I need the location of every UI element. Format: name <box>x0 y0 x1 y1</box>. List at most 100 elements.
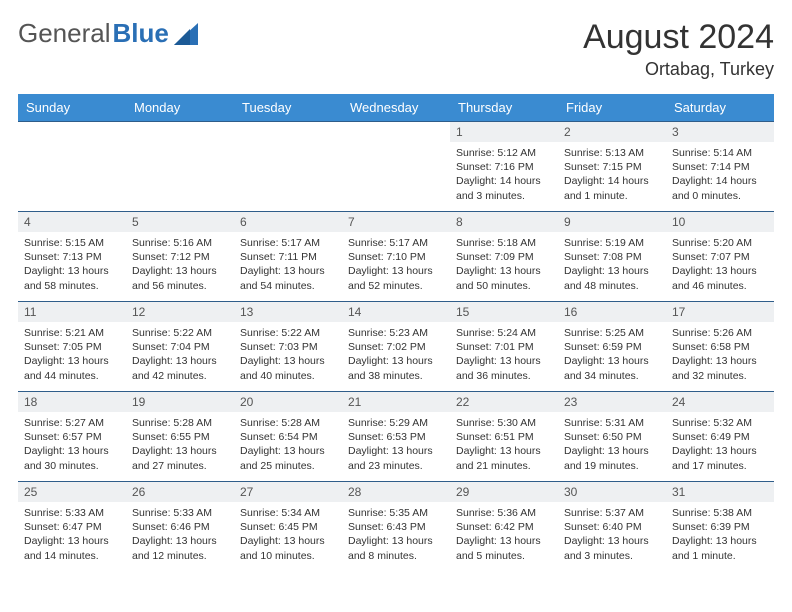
sunrise-text: Sunrise: 5:22 AM <box>240 326 336 340</box>
daylight-text: Daylight: 14 hours and 3 minutes. <box>456 174 552 202</box>
day-number: 30 <box>558 482 666 502</box>
sunrise-text: Sunrise: 5:19 AM <box>564 236 660 250</box>
day-info: Sunrise: 5:33 AMSunset: 6:47 PMDaylight:… <box>18 502 126 565</box>
sunset-text: Sunset: 6:55 PM <box>132 430 228 444</box>
daylight-text: Daylight: 13 hours and 12 minutes. <box>132 534 228 562</box>
day-number: 12 <box>126 302 234 322</box>
day-info: Sunrise: 5:29 AMSunset: 6:53 PMDaylight:… <box>342 412 450 475</box>
sunrise-text: Sunrise: 5:22 AM <box>132 326 228 340</box>
sunrise-text: Sunrise: 5:30 AM <box>456 416 552 430</box>
sunrise-text: Sunrise: 5:29 AM <box>348 416 444 430</box>
day-info: Sunrise: 5:27 AMSunset: 6:57 PMDaylight:… <box>18 412 126 475</box>
day-info: Sunrise: 5:34 AMSunset: 6:45 PMDaylight:… <box>234 502 342 565</box>
day-number: 31 <box>666 482 774 502</box>
day-number: 4 <box>18 212 126 232</box>
day-info: Sunrise: 5:14 AMSunset: 7:14 PMDaylight:… <box>666 142 774 205</box>
day-info: Sunrise: 5:17 AMSunset: 7:11 PMDaylight:… <box>234 232 342 295</box>
day-info: Sunrise: 5:37 AMSunset: 6:40 PMDaylight:… <box>558 502 666 565</box>
calendar-cell: 31 Sunrise: 5:38 AMSunset: 6:39 PMDayligh… <box>666 482 774 572</box>
sunset-text: Sunset: 7:05 PM <box>24 340 120 354</box>
sunset-text: Sunset: 7:01 PM <box>456 340 552 354</box>
day-info: Sunrise: 5:26 AMSunset: 6:58 PMDaylight:… <box>666 322 774 385</box>
day-info: Sunrise: 5:20 AMSunset: 7:07 PMDaylight:… <box>666 232 774 295</box>
day-number: 15 <box>450 302 558 322</box>
sunrise-text: Sunrise: 5:26 AM <box>672 326 768 340</box>
daylight-text: Daylight: 13 hours and 42 minutes. <box>132 354 228 382</box>
sunset-text: Sunset: 6:50 PM <box>564 430 660 444</box>
daylight-text: Daylight: 13 hours and 52 minutes. <box>348 264 444 292</box>
daylight-text: Daylight: 13 hours and 34 minutes. <box>564 354 660 382</box>
sunrise-text: Sunrise: 5:35 AM <box>348 506 444 520</box>
sunset-text: Sunset: 7:08 PM <box>564 250 660 264</box>
sunset-text: Sunset: 6:43 PM <box>348 520 444 534</box>
sunset-text: Sunset: 7:16 PM <box>456 160 552 174</box>
day-number: 24 <box>666 392 774 412</box>
day-info: Sunrise: 5:22 AMSunset: 7:03 PMDaylight:… <box>234 322 342 385</box>
sunset-text: Sunset: 7:13 PM <box>24 250 120 264</box>
sunrise-text: Sunrise: 5:38 AM <box>672 506 768 520</box>
daylight-text: Daylight: 13 hours and 56 minutes. <box>132 264 228 292</box>
sunset-text: Sunset: 6:40 PM <box>564 520 660 534</box>
sunset-text: Sunset: 6:47 PM <box>24 520 120 534</box>
day-number: 14 <box>342 302 450 322</box>
daylight-text: Daylight: 13 hours and 23 minutes. <box>348 444 444 472</box>
calendar-cell: 26Sunrise: 5:33 AMSunset: 6:46 PMDayligh… <box>126 482 234 572</box>
daylight-text: Daylight: 13 hours and 8 minutes. <box>348 534 444 562</box>
sunrise-text: Sunrise: 5:37 AM <box>564 506 660 520</box>
day-info: Sunrise: 5:13 AMSunset: 7:15 PMDaylight:… <box>558 142 666 205</box>
sunset-text: Sunset: 6:57 PM <box>24 430 120 444</box>
daylight-text: Daylight: 13 hours and 38 minutes. <box>348 354 444 382</box>
day-number: 27 <box>234 482 342 502</box>
calendar-week: 1Sunrise: 5:12 AMSunset: 7:16 PMDaylight… <box>18 122 774 212</box>
calendar-cell: 16Sunrise: 5:25 AMSunset: 6:59 PMDayligh… <box>558 302 666 392</box>
day-number: 18 <box>18 392 126 412</box>
day-info: Sunrise: 5:12 AMSunset: 7:16 PMDaylight:… <box>450 142 558 205</box>
calendar-week: 18Sunrise: 5:27 AMSunset: 6:57 PMDayligh… <box>18 392 774 482</box>
day-number: 13 <box>234 302 342 322</box>
dayname-thursday: Thursday <box>450 94 558 122</box>
calendar-week: 11Sunrise: 5:21 AMSunset: 7:05 PMDayligh… <box>18 302 774 392</box>
logo-sail-icon <box>174 23 198 45</box>
daylight-text: Daylight: 13 hours and 54 minutes. <box>240 264 336 292</box>
calendar-cell: 14Sunrise: 5:23 AMSunset: 7:02 PMDayligh… <box>342 302 450 392</box>
day-number: 6 <box>234 212 342 232</box>
sunset-text: Sunset: 6:45 PM <box>240 520 336 534</box>
dayname-tuesday: Tuesday <box>234 94 342 122</box>
calendar-body: 1Sunrise: 5:12 AMSunset: 7:16 PMDaylight… <box>18 122 774 572</box>
sunset-text: Sunset: 7:15 PM <box>564 160 660 174</box>
calendar-cell: 13Sunrise: 5:22 AMSunset: 7:03 PMDayligh… <box>234 302 342 392</box>
sunrise-text: Sunrise: 5:12 AM <box>456 146 552 160</box>
title-block: August 2024 Ortabag, Turkey <box>583 18 774 80</box>
day-info: Sunrise: 5:23 AMSunset: 7:02 PMDaylight:… <box>342 322 450 385</box>
calendar-cell <box>126 122 234 212</box>
page-header: GeneralBlue August 2024 Ortabag, Turkey <box>18 18 774 80</box>
sunrise-text: Sunrise: 5:20 AM <box>672 236 768 250</box>
calendar-table: SundayMondayTuesdayWednesdayThursdayFrid… <box>18 94 774 572</box>
calendar-cell: 2Sunrise: 5:13 AMSunset: 7:15 PMDaylight… <box>558 122 666 212</box>
sunrise-text: Sunrise: 5:13 AM <box>564 146 660 160</box>
daylight-text: Daylight: 13 hours and 5 minutes. <box>456 534 552 562</box>
logo-text-general: General <box>18 18 111 49</box>
daylight-text: Daylight: 13 hours and 1 minute. <box>672 534 768 562</box>
calendar-cell: 27Sunrise: 5:34 AMSunset: 6:45 PMDayligh… <box>234 482 342 572</box>
daylight-text: Daylight: 13 hours and 48 minutes. <box>564 264 660 292</box>
sunset-text: Sunset: 6:39 PM <box>672 520 768 534</box>
sunrise-text: Sunrise: 5:17 AM <box>348 236 444 250</box>
calendar-cell: 24Sunrise: 5:32 AMSunset: 6:49 PMDayligh… <box>666 392 774 482</box>
dayname-friday: Friday <box>558 94 666 122</box>
month-title: August 2024 <box>583 18 774 57</box>
daylight-text: Daylight: 14 hours and 0 minutes. <box>672 174 768 202</box>
sunset-text: Sunset: 7:14 PM <box>672 160 768 174</box>
calendar-cell: 6Sunrise: 5:17 AMSunset: 7:11 PMDaylight… <box>234 212 342 302</box>
calendar-cell: 18Sunrise: 5:27 AMSunset: 6:57 PMDayligh… <box>18 392 126 482</box>
day-info: Sunrise: 5:35 AMSunset: 6:43 PMDaylight:… <box>342 502 450 565</box>
daylight-text: Daylight: 13 hours and 30 minutes. <box>24 444 120 472</box>
sunrise-text: Sunrise: 5:25 AM <box>564 326 660 340</box>
dayname-saturday: Saturday <box>666 94 774 122</box>
day-number: 28 <box>342 482 450 502</box>
daylight-text: Daylight: 13 hours and 40 minutes. <box>240 354 336 382</box>
sunset-text: Sunset: 6:59 PM <box>564 340 660 354</box>
sunrise-text: Sunrise: 5:18 AM <box>456 236 552 250</box>
location: Ortabag, Turkey <box>583 59 774 80</box>
sunrise-text: Sunrise: 5:24 AM <box>456 326 552 340</box>
